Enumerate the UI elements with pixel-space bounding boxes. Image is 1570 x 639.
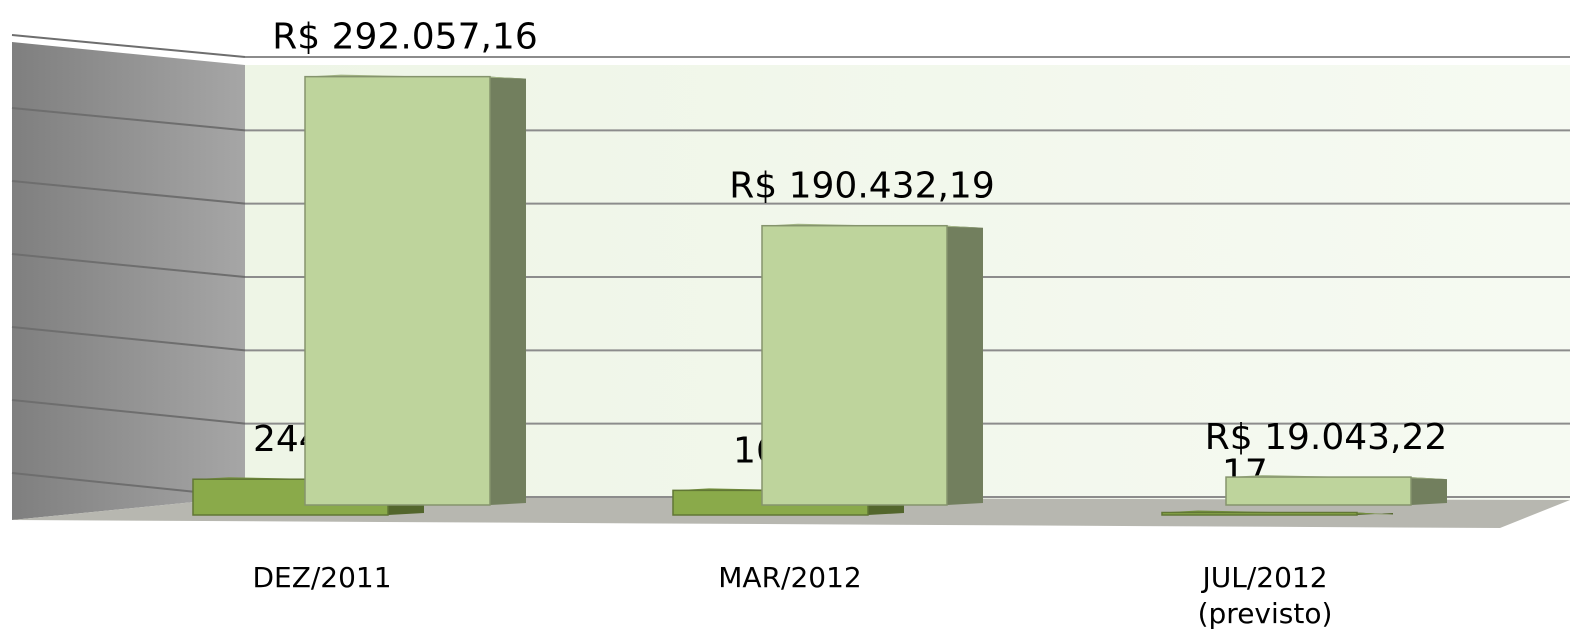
bar-side [947,225,983,505]
x-tick-label: DEZ/2011 [252,561,392,594]
bar [1225,476,1412,506]
bar [1161,511,1358,516]
value-label: R$ 292.057,16 [272,17,537,58]
grid-line-side [11,326,246,352]
bar [761,224,948,506]
x-tick-label: MAR/2012 [718,561,862,594]
bar-side [1411,477,1447,505]
grid-line-side [11,399,246,425]
value-label: R$ 190.432,19 [729,166,994,207]
bar [304,75,491,506]
grid-line-side [11,34,246,58]
grid-line-side [11,107,246,132]
bar-side [490,76,526,505]
x-tick-label: JUL/2012 (previsto) [1197,561,1333,630]
grid-line-side [11,253,246,278]
grid-line-side [11,180,246,205]
side-wall [12,42,245,520]
value-label: R$ 19.043,22 [1205,417,1448,458]
